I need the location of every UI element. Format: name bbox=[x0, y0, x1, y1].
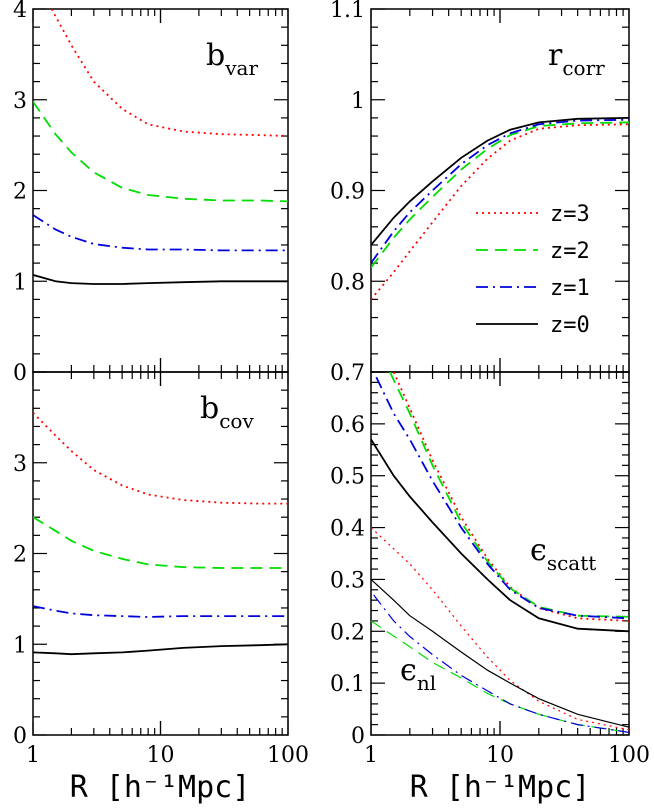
label-eps-scatt: ϵscatt bbox=[530, 533, 596, 575]
legend: z=3 z=2 z=1 z=0 bbox=[476, 202, 590, 338]
label-eps-nl-sub: nl bbox=[417, 671, 436, 695]
series-line-z3 bbox=[50, 9, 288, 137]
x-tick-label: 1 bbox=[364, 743, 378, 768]
legend-label: z=1 bbox=[550, 276, 590, 301]
series-line-z0 bbox=[33, 274, 288, 285]
label-bcov-main: b bbox=[200, 391, 219, 426]
y-tick-label: 0 bbox=[13, 361, 27, 386]
y-tick-label: 0.6 bbox=[330, 413, 365, 438]
series-line-z1 bbox=[33, 605, 288, 618]
x-tick-label: 100 bbox=[267, 743, 309, 768]
x-tick-label: 10 bbox=[147, 743, 175, 768]
series-line-z0 bbox=[371, 117, 629, 246]
legend-label: z=2 bbox=[550, 239, 590, 264]
series-line-z3 bbox=[371, 123, 629, 300]
series-line-z1 bbox=[371, 118, 629, 264]
series-line-z0-nl bbox=[371, 578, 629, 728]
y-tick-label: 1 bbox=[351, 89, 365, 114]
xlabel-left: R [h⁻¹Mpc] bbox=[70, 770, 251, 805]
series-line-z2 bbox=[371, 121, 629, 269]
y-tick-label: 1.1 bbox=[330, 0, 365, 23]
x-tick-label: 1 bbox=[26, 743, 40, 768]
y-tick-label: 0 bbox=[13, 724, 27, 749]
series-line-z2-scatt bbox=[389, 372, 629, 618]
legend-label: z=3 bbox=[550, 202, 590, 227]
label-bvar: bvar bbox=[206, 38, 258, 80]
label-bvar-sub: var bbox=[224, 56, 258, 80]
y-tick-label: 1 bbox=[13, 633, 27, 658]
y-tick-label: 2 bbox=[13, 180, 27, 205]
tick-marks bbox=[32, 8, 630, 736]
y-tick-label: 0.4 bbox=[330, 517, 365, 542]
series-line-z1-nl bbox=[373, 594, 629, 733]
y-tick-label: 0.5 bbox=[330, 465, 365, 490]
y-tick-label: 0.7 bbox=[330, 361, 365, 386]
label-rcorr-main: r bbox=[548, 38, 563, 73]
series-line-z1 bbox=[33, 214, 288, 252]
y-tick-label: 0.9 bbox=[330, 180, 365, 205]
series-line-z3 bbox=[33, 412, 288, 505]
label-bvar-main: b bbox=[206, 38, 225, 73]
y-tick-label: 0.3 bbox=[330, 568, 365, 593]
y-tick-label: 0.2 bbox=[330, 620, 365, 645]
y-tick-label: 2 bbox=[13, 543, 27, 568]
legend-label: z=0 bbox=[550, 313, 590, 338]
y-tick-label: 0 bbox=[351, 724, 365, 749]
curves bbox=[33, 9, 629, 733]
label-bcov-sub: cov bbox=[219, 409, 254, 433]
x-tick-label: 10 bbox=[486, 743, 514, 768]
y-tick-label: 3 bbox=[13, 89, 27, 114]
series-line-z3-nl bbox=[371, 527, 629, 731]
y-tick-label: 0.1 bbox=[330, 672, 365, 697]
label-bcov: bcov bbox=[200, 391, 254, 433]
label-rcorr: rcorr bbox=[548, 38, 605, 80]
series-line-z1-scatt bbox=[375, 376, 629, 620]
x-tick-label: 100 bbox=[608, 743, 650, 768]
y-tick-label: 4 bbox=[13, 0, 27, 23]
label-eps-scatt-sub: scatt bbox=[547, 551, 596, 575]
y-tick-label: 1 bbox=[13, 270, 27, 295]
series-line-z3-scatt bbox=[392, 372, 629, 622]
series-line-z0-scatt bbox=[371, 438, 629, 633]
series-line-z2 bbox=[33, 516, 288, 569]
label-rcorr-sub: corr bbox=[562, 56, 605, 80]
y-tick-label: 3 bbox=[13, 452, 27, 477]
xlabel-right: R [h⁻¹Mpc] bbox=[410, 770, 591, 805]
label-eps-nl: ϵnl bbox=[400, 653, 436, 695]
series-line-z0 bbox=[33, 643, 288, 656]
y-tick-label: 0.8 bbox=[330, 270, 365, 295]
series-line-z2 bbox=[33, 101, 288, 203]
